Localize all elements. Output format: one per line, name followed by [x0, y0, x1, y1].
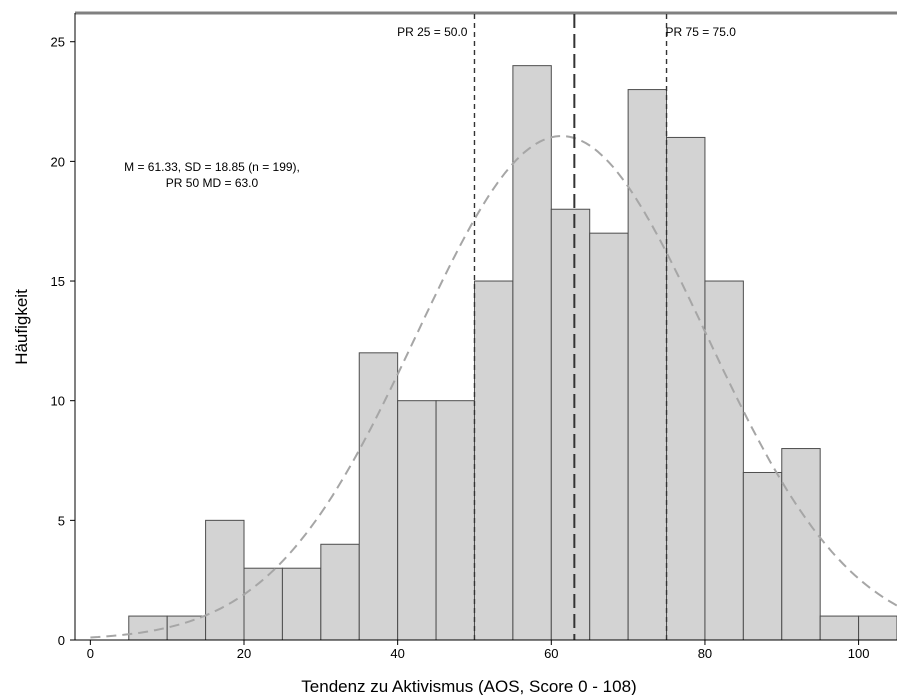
- histogram-bar: [704, 280, 744, 641]
- stats-annotation-line1: M = 61.33, SD = 18.85 (n = 199),: [124, 160, 300, 174]
- bars-group: [128, 65, 897, 641]
- y-ticks-group: 0 5 10 15 20 25: [51, 35, 75, 648]
- histogram-bar: [320, 543, 360, 641]
- x-tick-label: 20: [237, 646, 251, 661]
- histogram-bar: [589, 232, 629, 641]
- x-tick-label: 60: [544, 646, 558, 661]
- histogram-bar: [205, 519, 245, 641]
- y-tick-label: 20: [51, 154, 65, 169]
- histogram-bar: [281, 567, 322, 641]
- stats-annotation-line2: PR 50 MD = 63.0: [166, 176, 259, 190]
- histogram-bar: [358, 352, 399, 641]
- histogram-bar: [166, 615, 207, 641]
- y-tick-label: 10: [51, 394, 65, 409]
- x-tick-label: 100: [848, 646, 870, 661]
- reference-line-label: PR 25 = 50.0: [397, 25, 468, 39]
- x-tick-label: 80: [698, 646, 712, 661]
- histogram-bar: [819, 615, 860, 641]
- reference-lines-group: PR 25 = 50.0 PR 75 = 75.0: [397, 14, 736, 640]
- x-tick-label: 40: [390, 646, 404, 661]
- y-axis-title: Häufigkeit: [12, 289, 31, 365]
- histogram-bar: [666, 136, 706, 641]
- x-axis-title: Tendenz zu Aktivismus (AOS, Score 0 - 10…: [301, 677, 636, 695]
- histogram-bar: [473, 280, 514, 641]
- histogram-bar: [435, 400, 475, 641]
- histogram-bar: [742, 471, 783, 641]
- reference-line-label: PR 75 = 75.0: [666, 25, 737, 39]
- histogram-bar: [512, 65, 552, 641]
- histogram-bar: [781, 448, 821, 641]
- histogram-bar: [858, 615, 897, 641]
- y-tick-label: 15: [51, 274, 65, 289]
- x-ticks-group: 0 20 40 60 80 100: [87, 640, 870, 661]
- y-tick-label: 0: [58, 633, 65, 648]
- x-tick-label: 0: [87, 646, 94, 661]
- y-tick-label: 25: [51, 35, 65, 50]
- normal-curve: [90, 135, 897, 639]
- histogram-bar: [397, 400, 437, 641]
- histogram-bar: [627, 89, 668, 641]
- y-tick-label: 5: [58, 513, 65, 528]
- histogram-bar: [243, 567, 283, 641]
- histogram-bar: [550, 208, 591, 641]
